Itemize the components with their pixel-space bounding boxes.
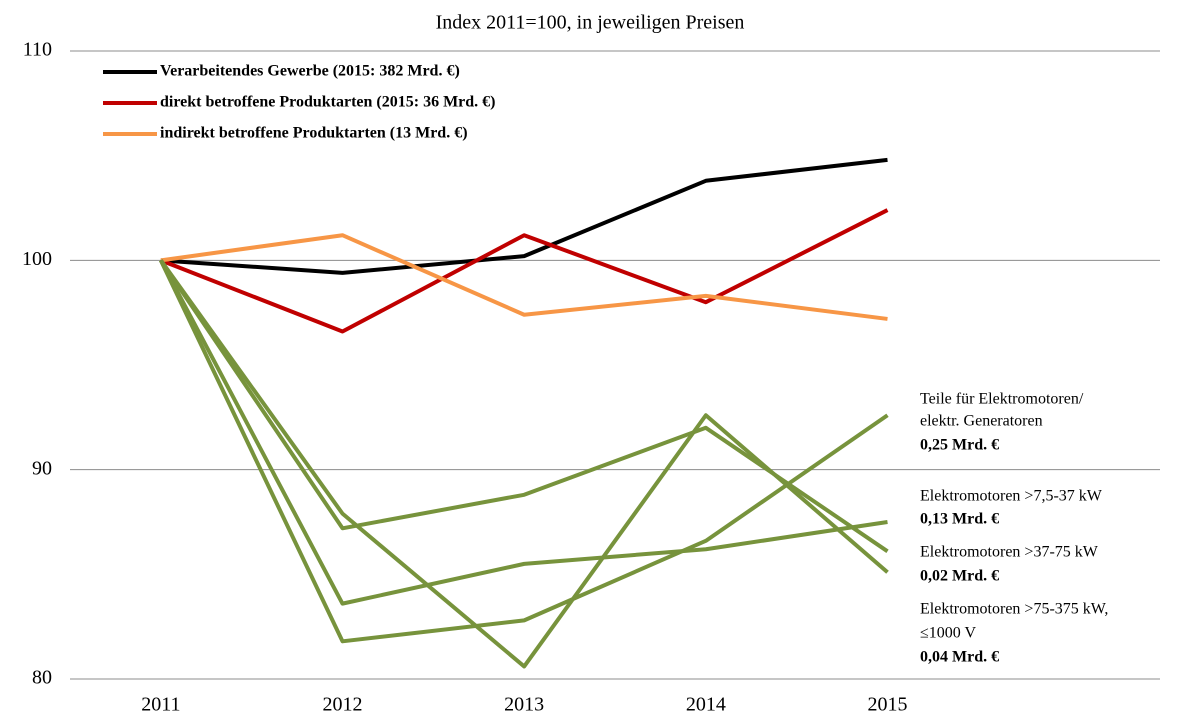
series-label: Elektromotoren >7,5-37 kW xyxy=(920,488,1103,505)
series-line xyxy=(160,233,888,321)
series-line xyxy=(160,157,888,275)
x-tick-label: 2011 xyxy=(141,694,180,716)
y-tick-label: 80 xyxy=(32,667,52,689)
series-line xyxy=(159,259,889,644)
x-tick-label: 2012 xyxy=(323,694,363,716)
series-line xyxy=(159,259,888,606)
series-share: 0,13 Mrd. € xyxy=(920,511,999,528)
series-label: elektr. Generatoren xyxy=(920,413,1043,430)
series-share: 0,02 Mrd. € xyxy=(920,568,999,585)
series-label: Elektromotoren >37-75 kW xyxy=(920,544,1099,561)
legend-label: direkt betroffene Produktarten (2015: 36… xyxy=(160,94,496,111)
x-tick-label: 2013 xyxy=(504,694,544,716)
legend-label: Verarbeitendes Gewerbe (2015: 382 Mrd. €… xyxy=(160,63,460,80)
series-line xyxy=(159,259,889,669)
legend-label: indirekt betroffene Produktarten (13 Mrd… xyxy=(160,125,468,142)
series-label: Elektromotoren >75-375 kW, xyxy=(920,601,1108,618)
chart-title: Index 2011=100, in jeweiligen Preisen xyxy=(436,12,745,34)
series-share: 0,04 Mrd. € xyxy=(920,649,999,666)
series-share: 0,25 Mrd. € xyxy=(920,437,999,454)
series-label: Teile für Elektromotoren/ xyxy=(920,391,1084,408)
y-tick-label: 90 xyxy=(32,457,52,479)
y-tick-label: 110 xyxy=(23,39,52,61)
x-tick-label: 2015 xyxy=(868,694,908,716)
series-line xyxy=(160,208,889,334)
series-label: ≤1000 V xyxy=(920,625,976,642)
x-tick-label: 2014 xyxy=(686,694,726,716)
y-tick-label: 100 xyxy=(22,248,52,270)
